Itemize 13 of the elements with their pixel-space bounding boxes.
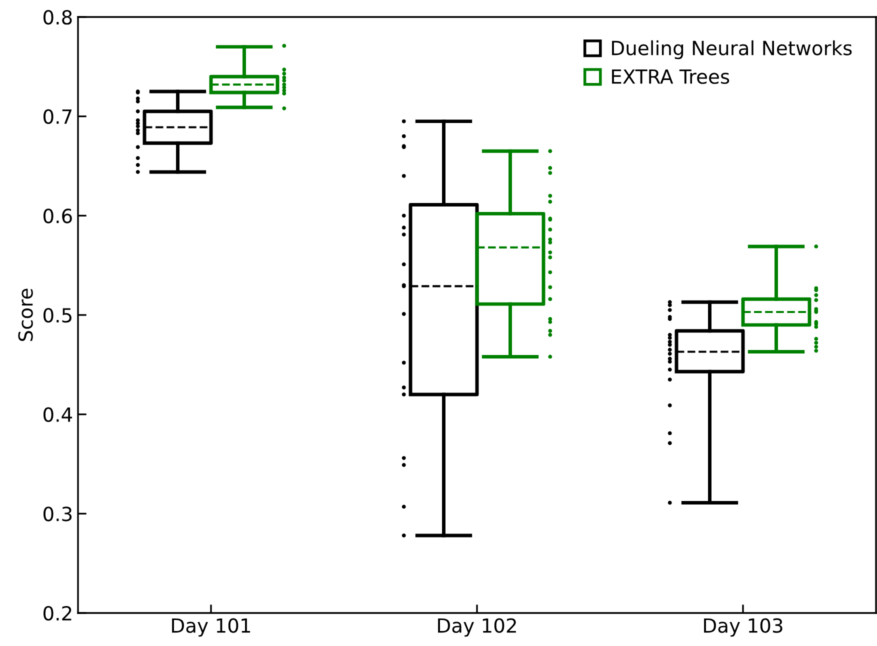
x-tick-label: Day 101 xyxy=(172,618,250,637)
y-tick-label: 0.4 xyxy=(44,407,72,422)
x-tick-label: Day 102 xyxy=(438,618,516,637)
x-tick-label: Day 103 xyxy=(704,618,782,637)
y-axis-title: Score xyxy=(18,288,33,341)
y-tick-label: 0.2 xyxy=(44,606,72,621)
legend-label: EXTRA Trees xyxy=(612,69,730,84)
y-tick-label: 0.7 xyxy=(44,109,72,124)
y-tick-label: 0.8 xyxy=(44,10,72,25)
y-tick-label: 0.5 xyxy=(44,308,72,323)
legend-label: Dueling Neural Networks xyxy=(612,40,852,60)
y-tick-label: 0.3 xyxy=(44,506,72,522)
y-tick-label: 0.6 xyxy=(44,208,72,224)
